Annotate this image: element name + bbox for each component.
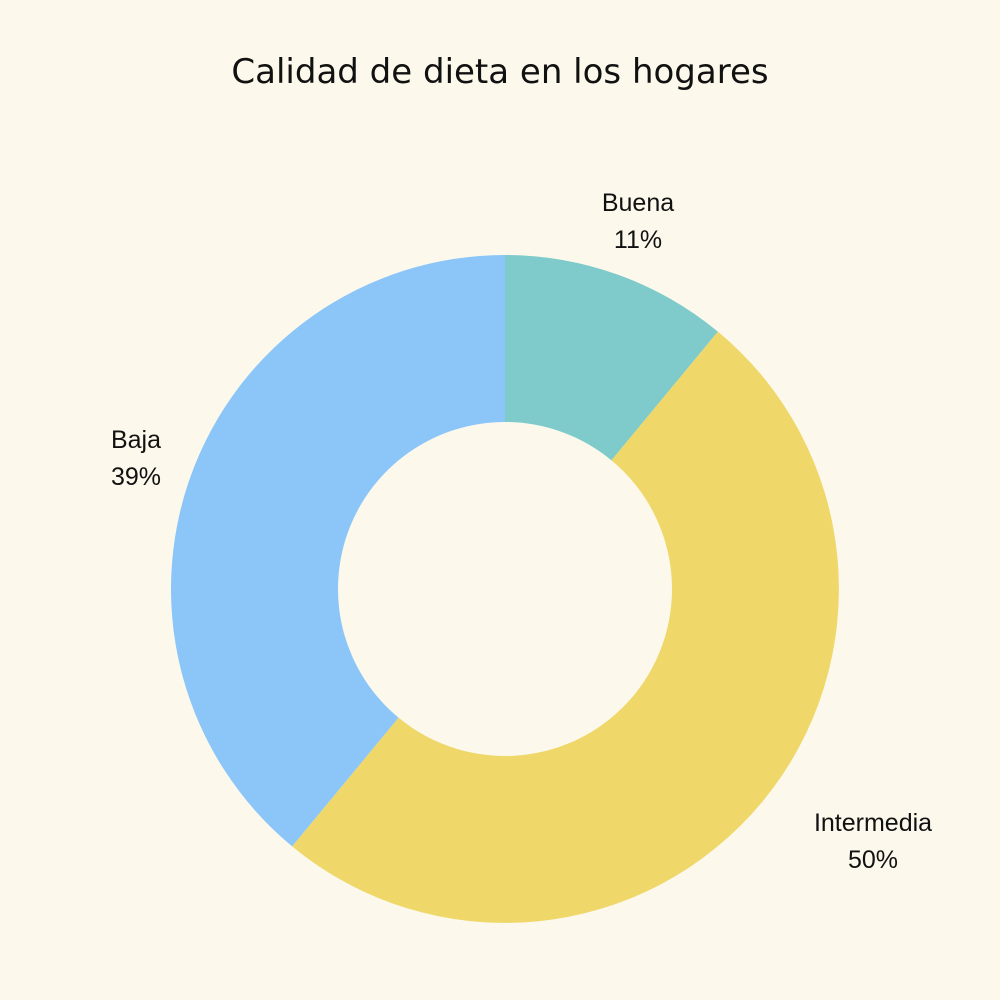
labels-group: Buena 11% Intermedia 50% Baja 39% [111,189,932,874]
slice-value-buena: 11% [614,226,662,254]
slice-label-baja: Baja [111,426,161,454]
slice-value-baja: 39% [111,463,161,491]
slice-value-intermedia: 50% [848,846,898,874]
slice-buena [505,255,718,461]
slices-group [171,255,839,923]
slice-label-buena: Buena [602,189,674,217]
chart-title: Calidad de dieta en los hogares [231,52,769,92]
slice-label-intermedia: Intermedia [814,809,932,837]
slice-intermedia [292,331,839,923]
slice-baja [171,255,506,847]
